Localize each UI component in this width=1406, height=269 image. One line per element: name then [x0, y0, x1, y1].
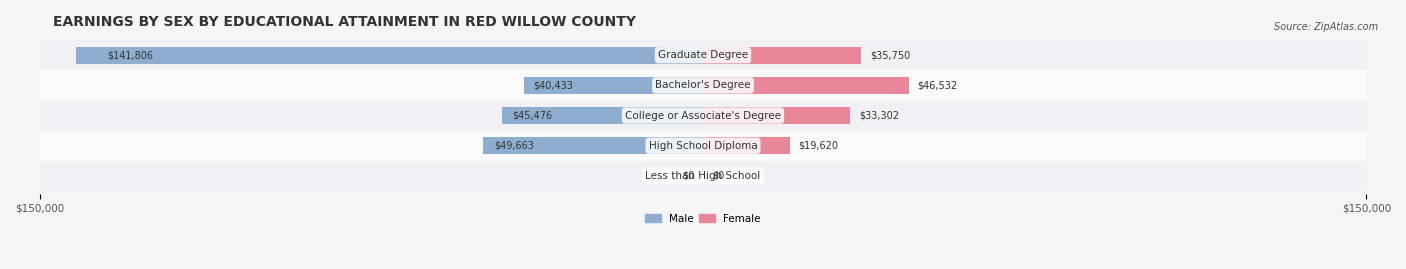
Bar	[703, 137, 790, 154]
Text: EARNINGS BY SEX BY EDUCATIONAL ATTAINMENT IN RED WILLOW COUNTY: EARNINGS BY SEX BY EDUCATIONAL ATTAINMEN…	[53, 15, 636, 29]
Text: $45,476: $45,476	[512, 111, 553, 121]
Text: Less than High School: Less than High School	[645, 171, 761, 181]
Bar	[484, 137, 703, 154]
Text: Bachelor's Degree: Bachelor's Degree	[655, 80, 751, 90]
Text: $0: $0	[711, 171, 724, 181]
Legend: Male, Female: Male, Female	[641, 210, 765, 228]
Text: $46,532: $46,532	[918, 80, 957, 90]
Text: College or Associate's Degree: College or Associate's Degree	[626, 111, 780, 121]
Bar	[703, 107, 851, 124]
Text: $33,302: $33,302	[859, 111, 898, 121]
Text: $141,806: $141,806	[107, 50, 153, 60]
Bar	[39, 161, 1367, 191]
Bar	[39, 40, 1367, 70]
Text: $40,433: $40,433	[533, 80, 574, 90]
Bar	[76, 47, 703, 63]
Text: $49,663: $49,663	[495, 141, 534, 151]
Text: Source: ZipAtlas.com: Source: ZipAtlas.com	[1274, 22, 1378, 31]
Bar	[39, 131, 1367, 161]
Bar	[39, 70, 1367, 100]
Text: Graduate Degree: Graduate Degree	[658, 50, 748, 60]
Text: $19,620: $19,620	[799, 141, 838, 151]
Bar	[502, 107, 703, 124]
Bar	[703, 77, 908, 94]
Bar	[524, 77, 703, 94]
Text: $0: $0	[682, 171, 695, 181]
Bar	[39, 100, 1367, 131]
Text: High School Diploma: High School Diploma	[648, 141, 758, 151]
Text: $35,750: $35,750	[870, 50, 910, 60]
Bar	[703, 47, 860, 63]
